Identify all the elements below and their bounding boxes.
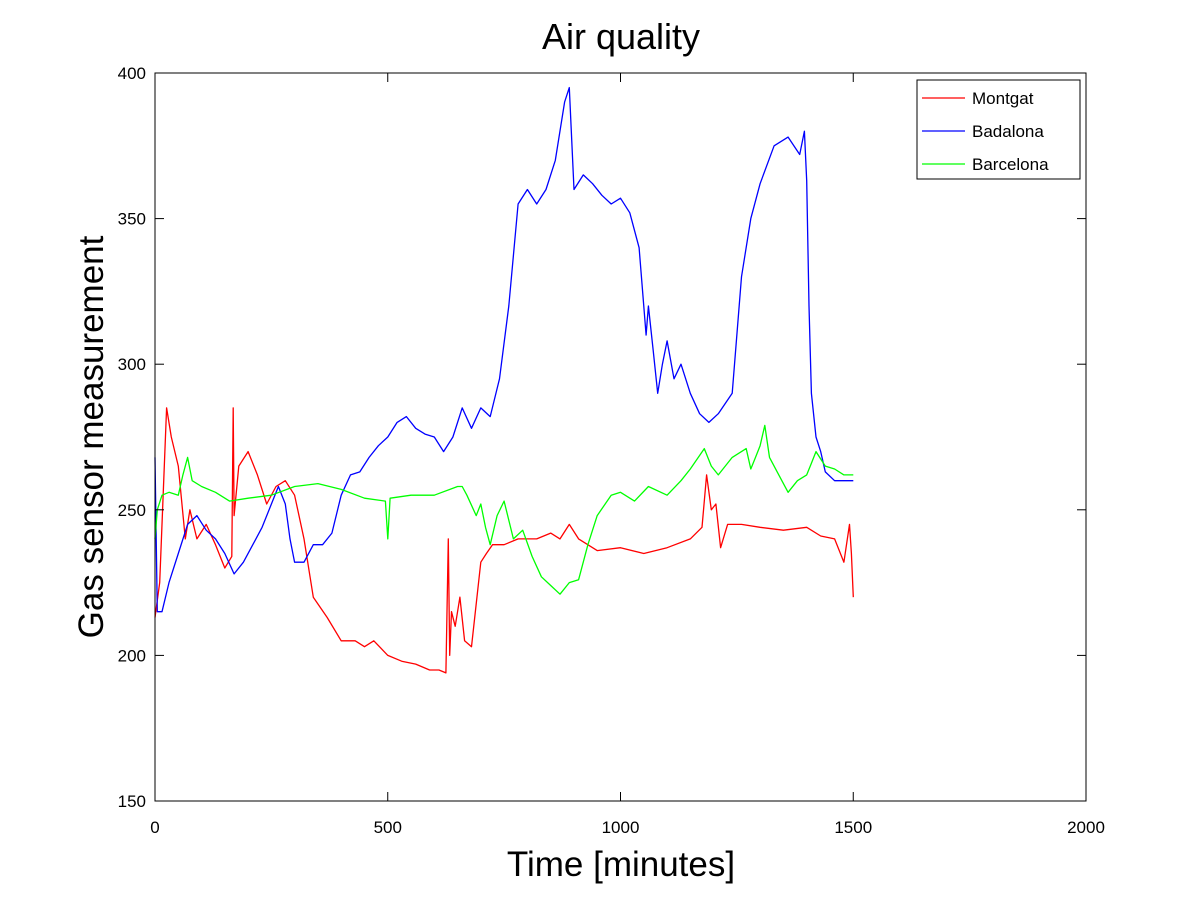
- series-line-montgat: [154, 407, 854, 674]
- x-tick-label: 1500: [834, 818, 872, 837]
- legend-label-montgat: Montgat: [972, 89, 1034, 108]
- y-tick-label: 350: [118, 210, 146, 229]
- y-tick-label: 250: [118, 501, 146, 520]
- series-lines: [154, 86, 854, 674]
- y-tick-label: 400: [118, 64, 146, 83]
- x-tick-label: 1000: [602, 818, 640, 837]
- legend-box: [916, 79, 1081, 180]
- x-tick-label: 500: [374, 818, 402, 837]
- x-tick-label: 0: [150, 818, 159, 837]
- series-line-barcelona: [154, 424, 854, 595]
- y-tick-label: 300: [118, 355, 146, 374]
- series-line-badalona: [154, 86, 854, 613]
- legend-label-barcelona: Barcelona: [972, 155, 1049, 174]
- x-tick-label: 2000: [1067, 818, 1105, 837]
- ticks: 0 500 1000 1500 2000 150 200 250 300 350 400: [118, 64, 1105, 837]
- legend: Montgat Badalona Barcelona: [916, 79, 1081, 180]
- legend-label-badalona: Badalona: [972, 122, 1044, 141]
- y-axis-label: Gas sensor measurement: [72, 235, 111, 638]
- x-axis-label: Time [minutes]: [507, 845, 735, 884]
- chart-title: Air quality: [542, 16, 700, 57]
- y-tick-label: 200: [118, 646, 146, 665]
- y-tick-label: 150: [118, 792, 146, 811]
